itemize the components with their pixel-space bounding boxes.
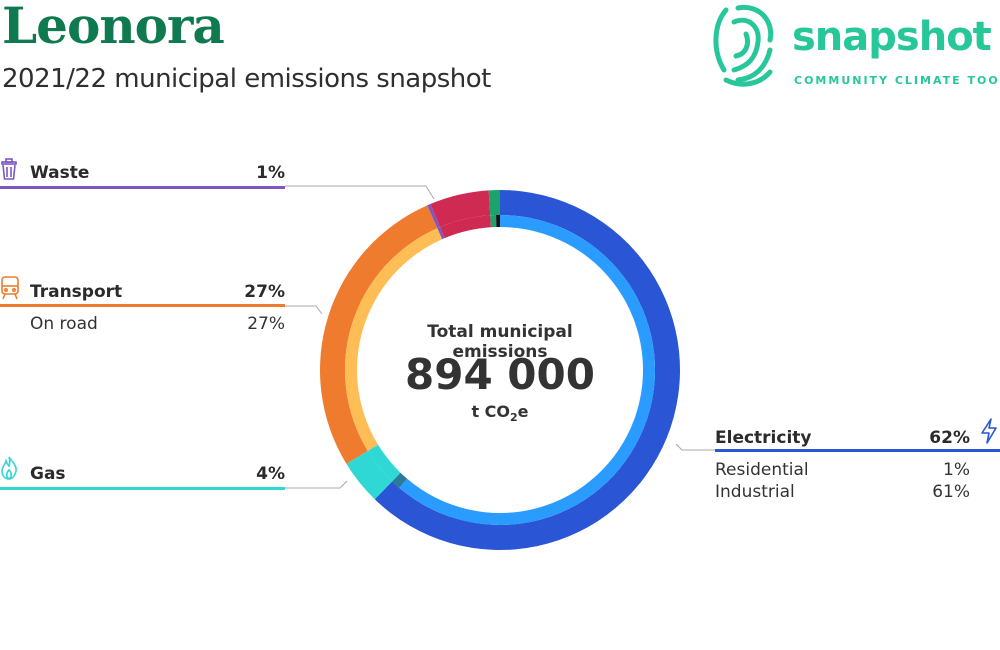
- electricity-rule: [715, 449, 1000, 452]
- sub-category-on-road: On road 27%: [30, 314, 285, 334]
- donut-slice-electricity: [374, 190, 681, 550]
- electricity-label: Electricity: [715, 428, 812, 448]
- transport-leader-line: [285, 305, 323, 315]
- emissions-unit: t CO2e: [471, 402, 529, 425]
- snapshot-logo: snapshot COMMUNITY CLIMATE TOOL: [712, 0, 1000, 92]
- transport-percent: 27%: [244, 282, 285, 302]
- waste-leader-line: [285, 185, 435, 200]
- flame-icon: [0, 456, 18, 484]
- gas-percent: 4%: [256, 464, 285, 484]
- waste-label: Waste: [30, 163, 90, 183]
- transport-rule: [0, 304, 285, 307]
- fingerprint-swirl-icon: [713, 4, 774, 87]
- donut-inner-slice-industrial: [399, 215, 655, 525]
- category-electricity: Electricity 62% Residential 1% Industria…: [715, 418, 1000, 508]
- category-transport: Transport 27% On road 27%: [0, 276, 285, 336]
- center-label: Total municipal emissions: [427, 322, 573, 362]
- sub-category-industrial: Industrial 61%: [715, 482, 970, 502]
- donut-slice-transport: [320, 205, 438, 464]
- donut-inner-slice-residential: [392, 472, 408, 488]
- trash-bin-icon: [0, 158, 18, 184]
- gas-leader-line: [285, 480, 348, 489]
- donut-inner-slice-on-road: [345, 228, 443, 451]
- total-emissions-value: 894 000: [405, 350, 595, 399]
- page-title: Leonora: [2, 0, 225, 55]
- waste-rule: [0, 186, 285, 189]
- donut-slice-unlabeled-4: [430, 190, 491, 228]
- logo-tagline: COMMUNITY CLIMATE TOOL: [794, 74, 1000, 87]
- category-waste: Waste 1%: [0, 158, 285, 190]
- donut-inner-slice-3-0: [437, 227, 445, 240]
- lightning-bolt-icon: [980, 418, 998, 448]
- electricity-percent: 62%: [929, 428, 970, 448]
- donut-inner-slice-1-0: [367, 444, 401, 482]
- train-icon: [0, 276, 20, 304]
- transport-label: Transport: [30, 282, 123, 302]
- sub-category-residential: Residential 1%: [715, 460, 970, 480]
- donut-inner-slice-5-1: [496, 215, 500, 228]
- page-subtitle: 2021/22 municipal emissions snapshot: [2, 64, 491, 94]
- donut-slice-gas: [346, 450, 393, 500]
- logo-wordmark: snapshot: [792, 14, 992, 60]
- electricity-leader-line: [675, 443, 715, 451]
- donut-inner-slice-5-0: [490, 215, 497, 228]
- gas-rule: [0, 487, 285, 490]
- donut-inner-slice-4-0: [440, 215, 491, 239]
- gas-label: Gas: [30, 464, 66, 484]
- waste-percent: 1%: [256, 163, 285, 183]
- donut-slice-unlabeled-5: [488, 190, 500, 216]
- donut-slice-waste: [427, 204, 441, 229]
- category-gas: Gas 4%: [0, 456, 285, 492]
